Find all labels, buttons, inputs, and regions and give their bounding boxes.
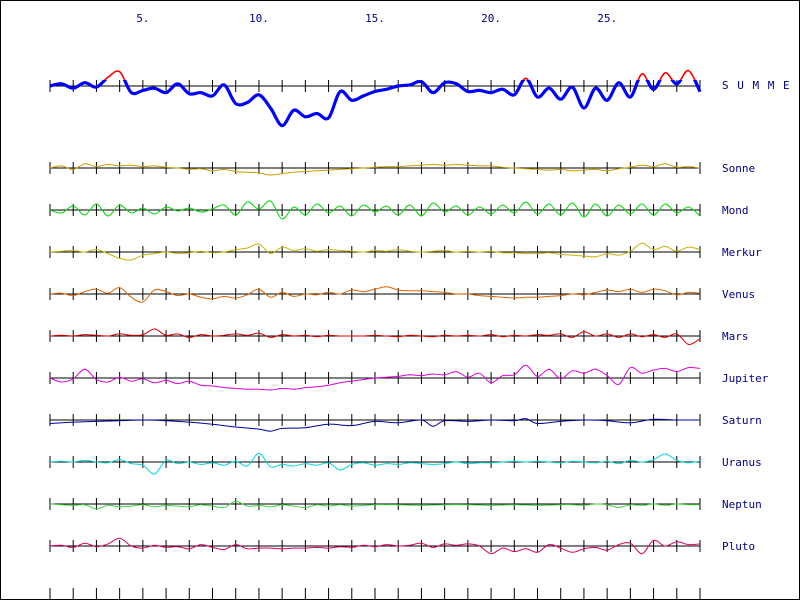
- series-label-jupiter: Jupiter: [722, 372, 769, 385]
- series-line-saturn: [49, 418, 701, 432]
- series-label-saturn: Saturn: [722, 414, 762, 427]
- series-label-uranus: Uranus: [722, 456, 762, 469]
- series-line-merkur: [49, 242, 701, 261]
- series-label-summe: S U M M E: [722, 79, 791, 92]
- series-line-jupiter: [49, 364, 701, 391]
- series-label-neptun: Neptun: [722, 498, 762, 511]
- series-label-pluto: Pluto: [722, 540, 755, 553]
- series-line-pluto: [49, 537, 701, 555]
- series-label-mond: Mond: [722, 204, 749, 217]
- x-tick-label-5: 25.: [597, 12, 617, 25]
- series-label-merkur: Merkur: [722, 246, 762, 259]
- x-tick-label-2: 10.: [249, 12, 269, 25]
- x-tick-label-4: 20.: [481, 12, 501, 25]
- series-line-venus: [49, 286, 701, 303]
- x-tick-label-3: 15.: [365, 12, 385, 25]
- series-line-mars: [49, 328, 701, 345]
- series-line-neptun: [49, 500, 701, 510]
- series-line-mond: [49, 200, 701, 220]
- series-label-sonne: Sonne: [722, 162, 755, 175]
- x-tick-label-1: 5.: [136, 12, 149, 25]
- series-line-summe: [49, 80, 702, 128]
- series-line-sonne: [49, 163, 701, 176]
- series-label-venus: Venus: [722, 288, 755, 301]
- series-line-uranus: [49, 452, 701, 475]
- series-label-mars: Mars: [722, 330, 749, 343]
